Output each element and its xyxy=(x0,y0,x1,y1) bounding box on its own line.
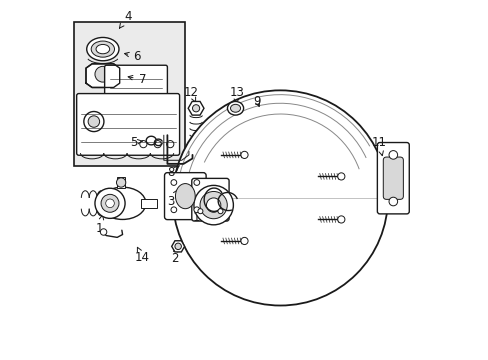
FancyBboxPatch shape xyxy=(164,173,206,220)
Circle shape xyxy=(105,199,114,208)
Circle shape xyxy=(154,140,161,148)
Circle shape xyxy=(388,197,397,206)
FancyBboxPatch shape xyxy=(377,143,408,214)
Text: 2: 2 xyxy=(170,247,178,265)
Text: 6: 6 xyxy=(124,50,141,63)
Text: 14: 14 xyxy=(135,247,149,264)
Circle shape xyxy=(337,216,344,223)
Bar xyxy=(140,199,156,208)
Text: 7: 7 xyxy=(128,73,146,86)
Circle shape xyxy=(194,180,199,185)
Circle shape xyxy=(95,188,125,219)
Circle shape xyxy=(83,112,104,132)
Circle shape xyxy=(171,207,176,213)
Circle shape xyxy=(101,194,119,212)
Circle shape xyxy=(194,185,233,225)
Text: 10: 10 xyxy=(192,204,207,224)
Circle shape xyxy=(88,116,100,127)
Ellipse shape xyxy=(86,37,119,61)
Circle shape xyxy=(95,66,110,82)
Circle shape xyxy=(100,229,106,235)
Ellipse shape xyxy=(91,41,114,57)
Circle shape xyxy=(140,140,147,148)
Text: 13: 13 xyxy=(229,86,244,104)
Text: 11: 11 xyxy=(371,136,386,156)
Text: 12: 12 xyxy=(183,86,198,102)
Circle shape xyxy=(337,173,344,180)
Bar xyxy=(117,177,125,188)
Circle shape xyxy=(116,178,125,187)
Ellipse shape xyxy=(99,187,145,220)
Text: 5: 5 xyxy=(129,136,142,149)
FancyBboxPatch shape xyxy=(104,65,167,99)
Circle shape xyxy=(175,243,181,249)
Ellipse shape xyxy=(96,44,109,54)
Circle shape xyxy=(194,207,199,213)
FancyBboxPatch shape xyxy=(191,179,228,221)
Circle shape xyxy=(198,209,203,214)
Bar xyxy=(74,22,185,166)
Circle shape xyxy=(241,151,247,158)
Text: 1: 1 xyxy=(95,215,103,235)
Circle shape xyxy=(171,180,176,185)
Circle shape xyxy=(172,90,387,306)
FancyBboxPatch shape xyxy=(77,94,179,155)
FancyBboxPatch shape xyxy=(383,157,403,199)
Text: 4: 4 xyxy=(119,10,131,28)
Text: 9: 9 xyxy=(253,95,260,108)
Text: 3: 3 xyxy=(167,190,178,208)
Circle shape xyxy=(192,105,199,112)
Text: 8: 8 xyxy=(167,166,179,179)
Circle shape xyxy=(241,237,247,244)
Circle shape xyxy=(388,150,397,159)
Circle shape xyxy=(206,198,221,212)
Ellipse shape xyxy=(175,184,195,209)
Circle shape xyxy=(200,192,227,219)
Ellipse shape xyxy=(227,102,243,115)
Circle shape xyxy=(218,209,223,214)
Polygon shape xyxy=(86,64,120,87)
Circle shape xyxy=(166,140,174,148)
Ellipse shape xyxy=(230,104,240,112)
